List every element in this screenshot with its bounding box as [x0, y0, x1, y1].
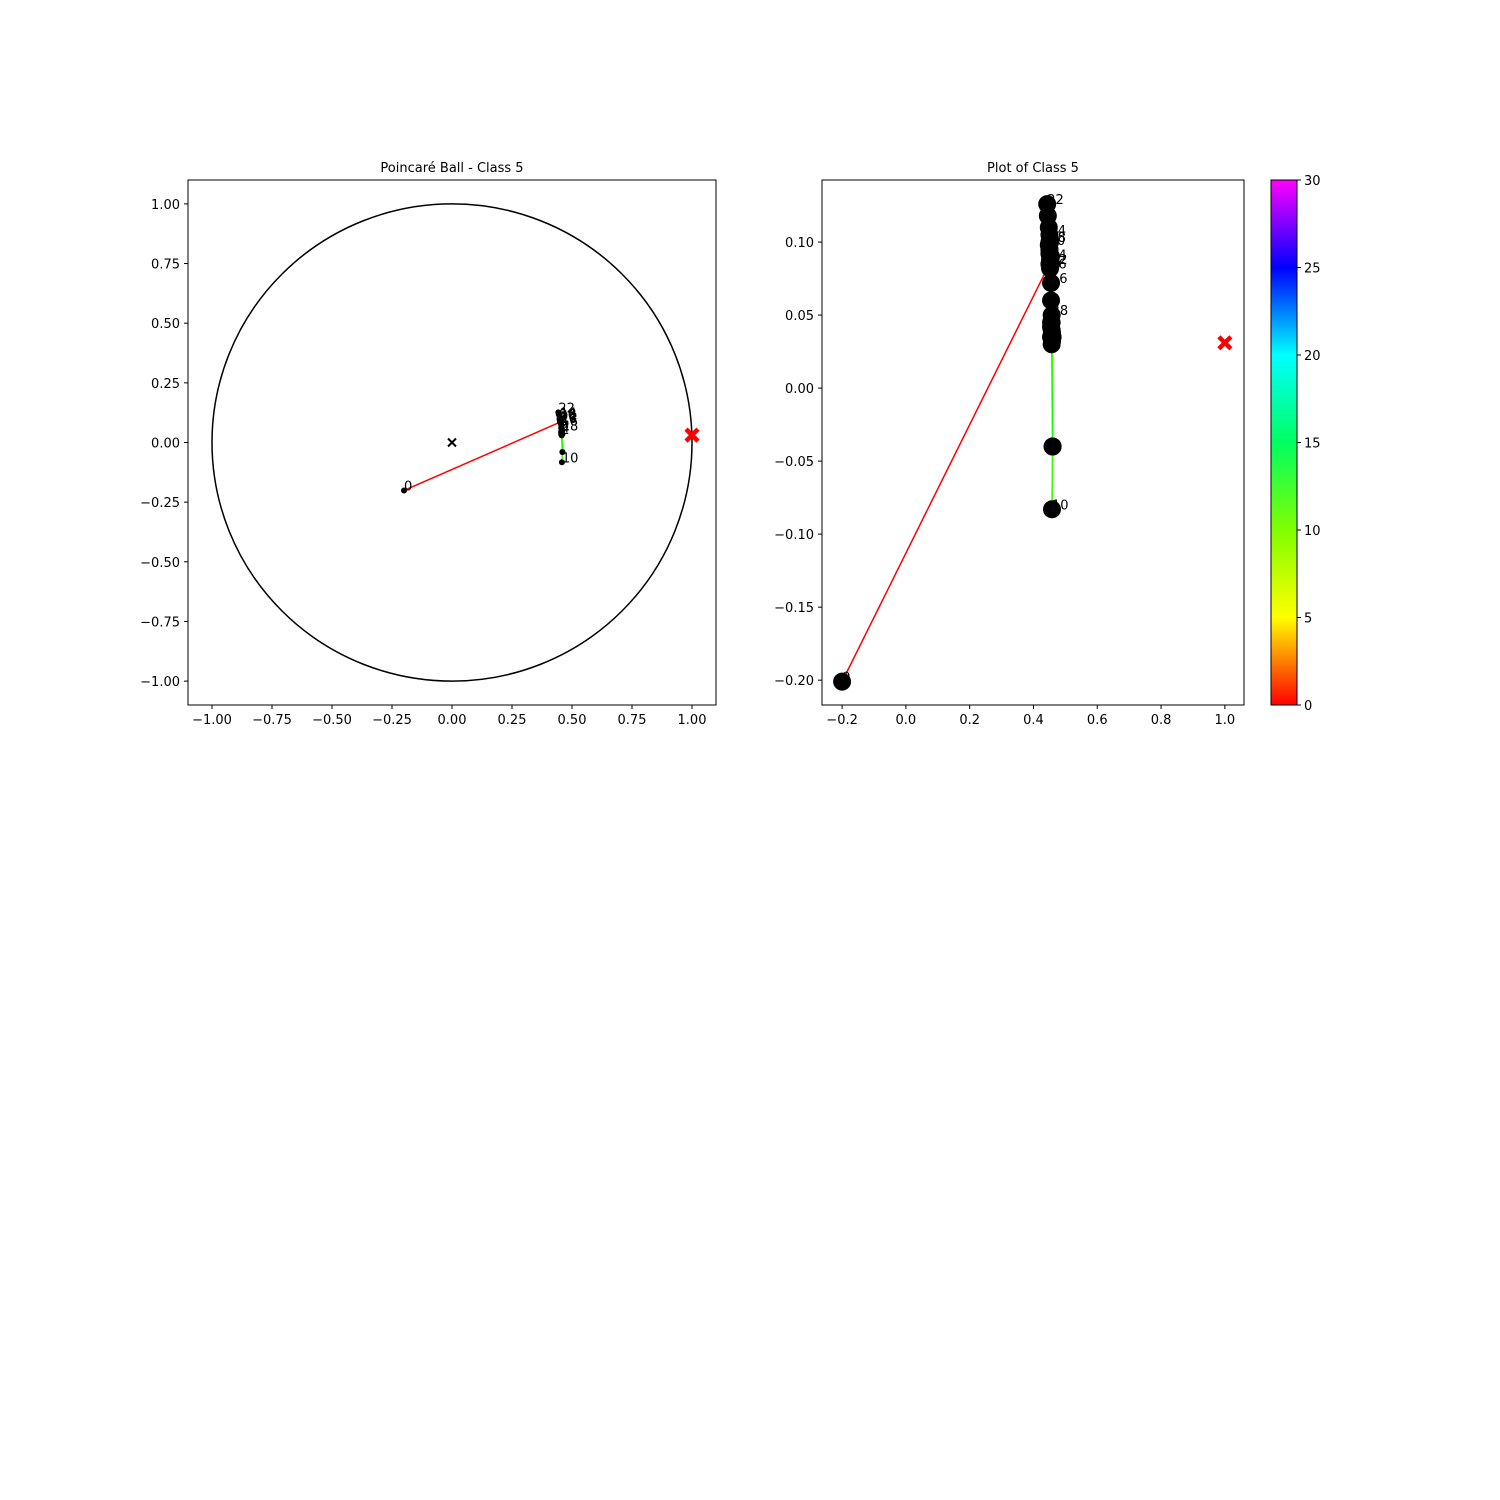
colorbar-tick-label: 20: [1304, 349, 1321, 364]
x-tick-label: −0.2: [826, 713, 858, 728]
point: [1042, 291, 1061, 310]
colorbar-tick-label: 0: [1304, 699, 1312, 714]
x-tick-label: 0.75: [618, 713, 647, 728]
point-label: 20: [560, 408, 577, 423]
x-marker: [447, 437, 457, 448]
point-label: 24: [1050, 249, 1067, 264]
colorbar-tick-label: 30: [1304, 174, 1321, 189]
point: [1040, 240, 1059, 259]
y-tick-label: 0.10: [785, 236, 814, 251]
point-label: 4: [561, 421, 569, 436]
point: [833, 672, 852, 691]
point: [1042, 500, 1061, 519]
colorbar-tick-label: 25: [1304, 262, 1321, 277]
point-label: 2: [561, 423, 569, 438]
x-tick-label: −0.75: [252, 713, 292, 728]
y-tick-label: −1.00: [140, 675, 180, 690]
x-tick-label: 1.0: [1215, 713, 1236, 728]
point: [1042, 273, 1061, 292]
point-label: 26: [1050, 257, 1067, 272]
unit-circle: [211, 203, 693, 682]
point: [559, 449, 566, 456]
y-tick-label: 0.50: [151, 317, 180, 332]
y-tick-label: −0.50: [140, 556, 180, 571]
x-marker: [1217, 335, 1233, 351]
point: [1041, 259, 1060, 278]
point: [558, 429, 565, 436]
point: [558, 459, 565, 466]
y-tick-label: −0.75: [140, 615, 180, 630]
point-label: 0: [842, 671, 850, 686]
point: [1038, 195, 1057, 214]
x-marker: [684, 427, 700, 443]
point-label: 4: [1051, 316, 1059, 331]
x-tick-label: 0.2: [959, 713, 980, 728]
x-tick-label: 0.0: [896, 713, 917, 728]
x-tick-label: 0.6: [1087, 713, 1108, 728]
y-tick-label: 0.00: [785, 382, 814, 397]
y-tick-label: 0.00: [151, 437, 180, 452]
point-label: 12: [561, 411, 578, 426]
point-label: 16: [561, 414, 578, 429]
point-label: 14: [1049, 224, 1066, 239]
point-label: 22: [558, 401, 575, 416]
y-tick-label: 0.05: [785, 309, 814, 324]
x-tick-label: 0.00: [438, 713, 467, 728]
chart-title: Plot of Class 5: [987, 161, 1079, 176]
path-segment: [1051, 446, 1054, 510]
colorbar-tick-label: 10: [1304, 524, 1321, 539]
x-tick-label: −0.25: [372, 713, 412, 728]
axes-frame: [187, 179, 717, 706]
y-tick-label: 1.00: [151, 198, 180, 213]
point-label: 18: [1049, 231, 1066, 246]
y-tick-label: 0.25: [151, 377, 180, 392]
y-tick-label: 0.75: [151, 258, 180, 273]
point: [401, 487, 407, 494]
x-tick-label: 0.8: [1151, 713, 1172, 728]
point-label: 0: [404, 479, 412, 494]
y-tick-label: −0.20: [774, 674, 814, 689]
point: [557, 419, 564, 426]
point-label: 10: [562, 451, 579, 466]
chart-title: Poincaré Ball - Class 5: [380, 161, 523, 176]
y-tick-label: −0.05: [774, 455, 814, 470]
colorbar-tick-label: 5: [1304, 612, 1312, 627]
path-segment: [841, 263, 1051, 682]
point-label: 16: [1051, 272, 1068, 287]
point: [1043, 437, 1062, 456]
y-tick-label: −0.15: [774, 601, 814, 616]
point-label: 28: [562, 420, 579, 435]
x-tick-label: −1.00: [192, 713, 232, 728]
x-tick-label: 0.50: [558, 713, 587, 728]
point-label: 22: [1047, 193, 1064, 208]
point: [1042, 320, 1061, 339]
point-label: 24: [560, 411, 577, 426]
point-label: 2: [1051, 326, 1059, 341]
x-tick-label: 0.25: [498, 713, 527, 728]
path-segment: [403, 421, 561, 492]
y-tick-label: −0.10: [774, 528, 814, 543]
x-tick-label: 0.4: [1023, 713, 1044, 728]
point: [1039, 218, 1058, 237]
point-label: 10: [1052, 498, 1069, 513]
point-label: 20: [1049, 234, 1066, 249]
colorbar-tick-label: 15: [1304, 437, 1321, 452]
colorbar: [1270, 179, 1298, 706]
point-label: 28: [1052, 304, 1069, 319]
x-tick-label: −0.50: [312, 713, 352, 728]
y-tick-label: −0.25: [140, 496, 180, 511]
point-label: 14: [560, 406, 577, 421]
x-tick-label: 1.00: [678, 713, 707, 728]
axes-frame: [821, 179, 1245, 706]
point-label: 12: [1051, 253, 1068, 268]
point-label: 18: [560, 408, 577, 423]
point-label: 26: [560, 412, 577, 427]
